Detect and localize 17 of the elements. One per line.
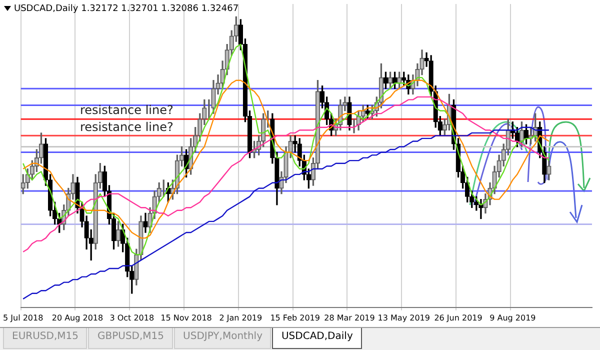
text: EURUSD,M15 xyxy=(3,328,88,349)
x-tick-label: 3 Oct 2018 xyxy=(110,313,154,322)
text: USDJPY,Monthly xyxy=(174,328,272,349)
x-tick-label: 20 Aug 2018 xyxy=(52,313,104,322)
x-tick-label: 13 May 2019 xyxy=(378,313,430,322)
x-tick-label: 15 Feb 2019 xyxy=(270,313,320,322)
x-tick-label: 26 Jun 2019 xyxy=(434,313,482,322)
chart-title: USDCAD,Daily 1.32172 1.32701 1.32086 1.32467 xyxy=(14,4,239,14)
text: GBPUSD,M15 xyxy=(88,328,174,349)
x-tick-label: 2 Jan 2019 xyxy=(219,313,262,322)
ref-line-label: resistance line? xyxy=(80,120,174,134)
x-tick-label: 28 Mar 2019 xyxy=(324,313,375,322)
x-tick-label: 5 Jul 2018 xyxy=(3,313,44,322)
ref-line-label: resistance line? xyxy=(80,103,174,118)
x-tick-label: 9 Aug 2019 xyxy=(490,313,536,322)
x-tick-label: 15 Nov 2018 xyxy=(160,313,212,322)
candlestick xyxy=(478,198,484,220)
